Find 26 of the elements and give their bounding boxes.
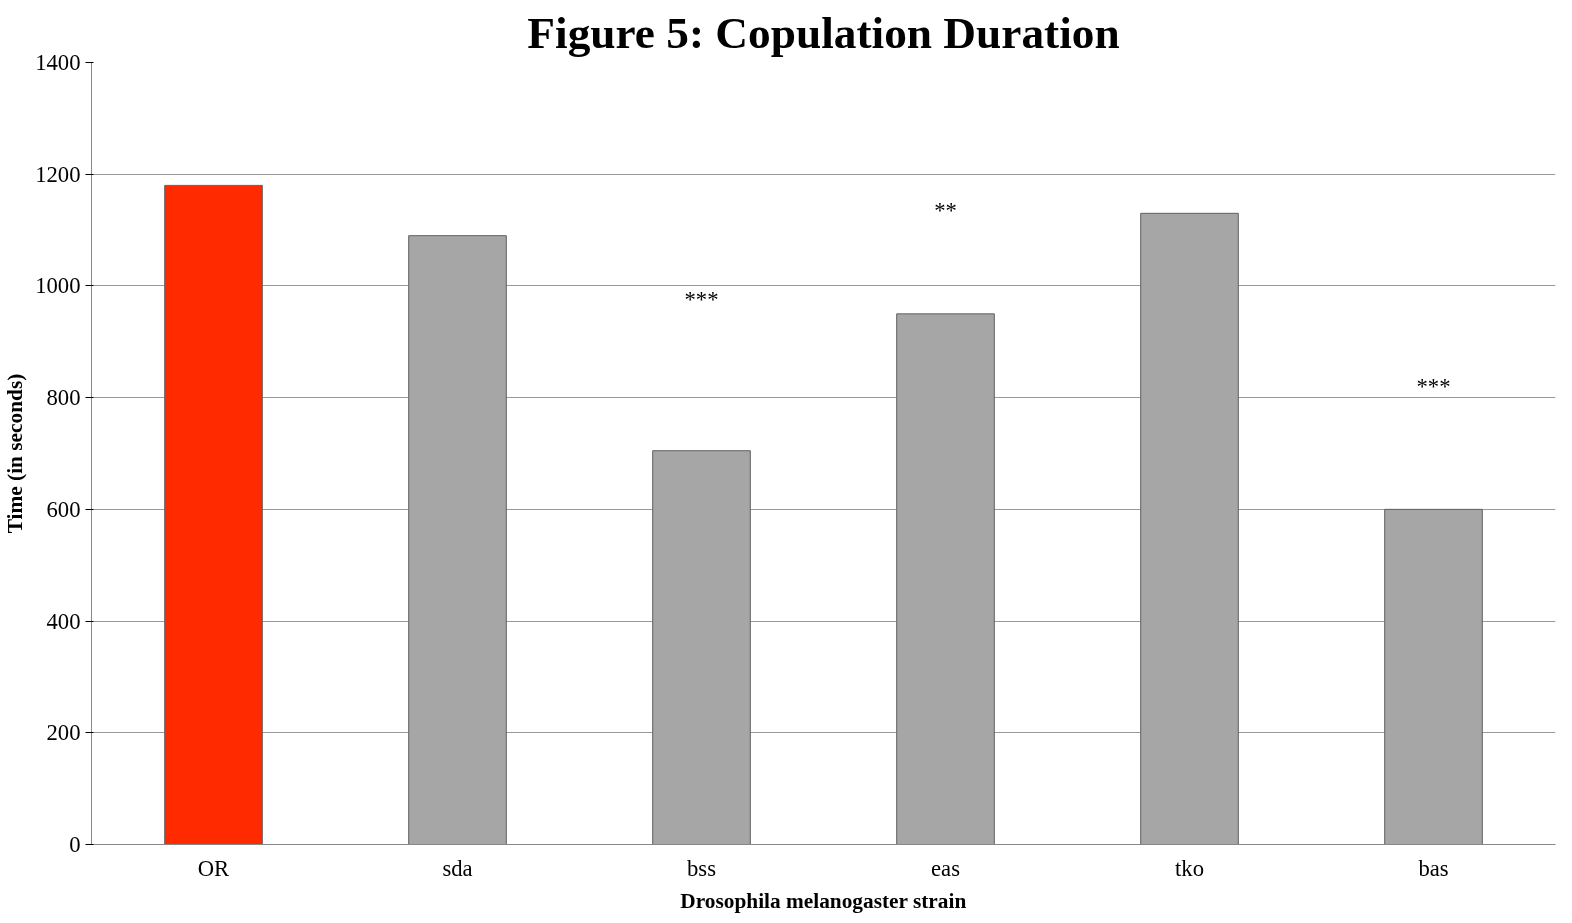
annotation: *** <box>684 287 719 313</box>
x-tick-label: bas <box>1418 855 1449 881</box>
x-tick-label: sda <box>442 855 473 881</box>
x-tick-label: tko <box>1175 855 1204 881</box>
annotation: *** <box>1416 373 1451 399</box>
chart-title: Figure 5: Copulation Duration <box>527 7 1120 58</box>
y-tick-label: 1200 <box>35 161 81 187</box>
y-tick-label: 1400 <box>35 50 81 75</box>
bar <box>1384 508 1483 845</box>
y-tick-label: 800 <box>46 385 81 411</box>
y-tick-label: 600 <box>46 496 81 522</box>
y-tick-label: 0 <box>69 832 81 857</box>
y-axis-title: Time (in seconds) <box>3 373 28 534</box>
y-tick-label: 200 <box>46 720 81 746</box>
x-tick-label: OR <box>197 855 231 881</box>
bar <box>408 235 507 845</box>
y-tick-label: 400 <box>46 608 81 634</box>
bar <box>1140 212 1239 845</box>
bar <box>896 313 995 845</box>
x-tick-label: eas <box>931 855 960 881</box>
x-tick-label: bss <box>687 855 716 881</box>
annotation: ** <box>934 198 957 224</box>
y-tick-label: 1000 <box>35 273 81 299</box>
x-axis-title: Drosophila melanogaster strain <box>680 888 967 913</box>
bar <box>164 184 263 845</box>
bar <box>652 450 751 845</box>
